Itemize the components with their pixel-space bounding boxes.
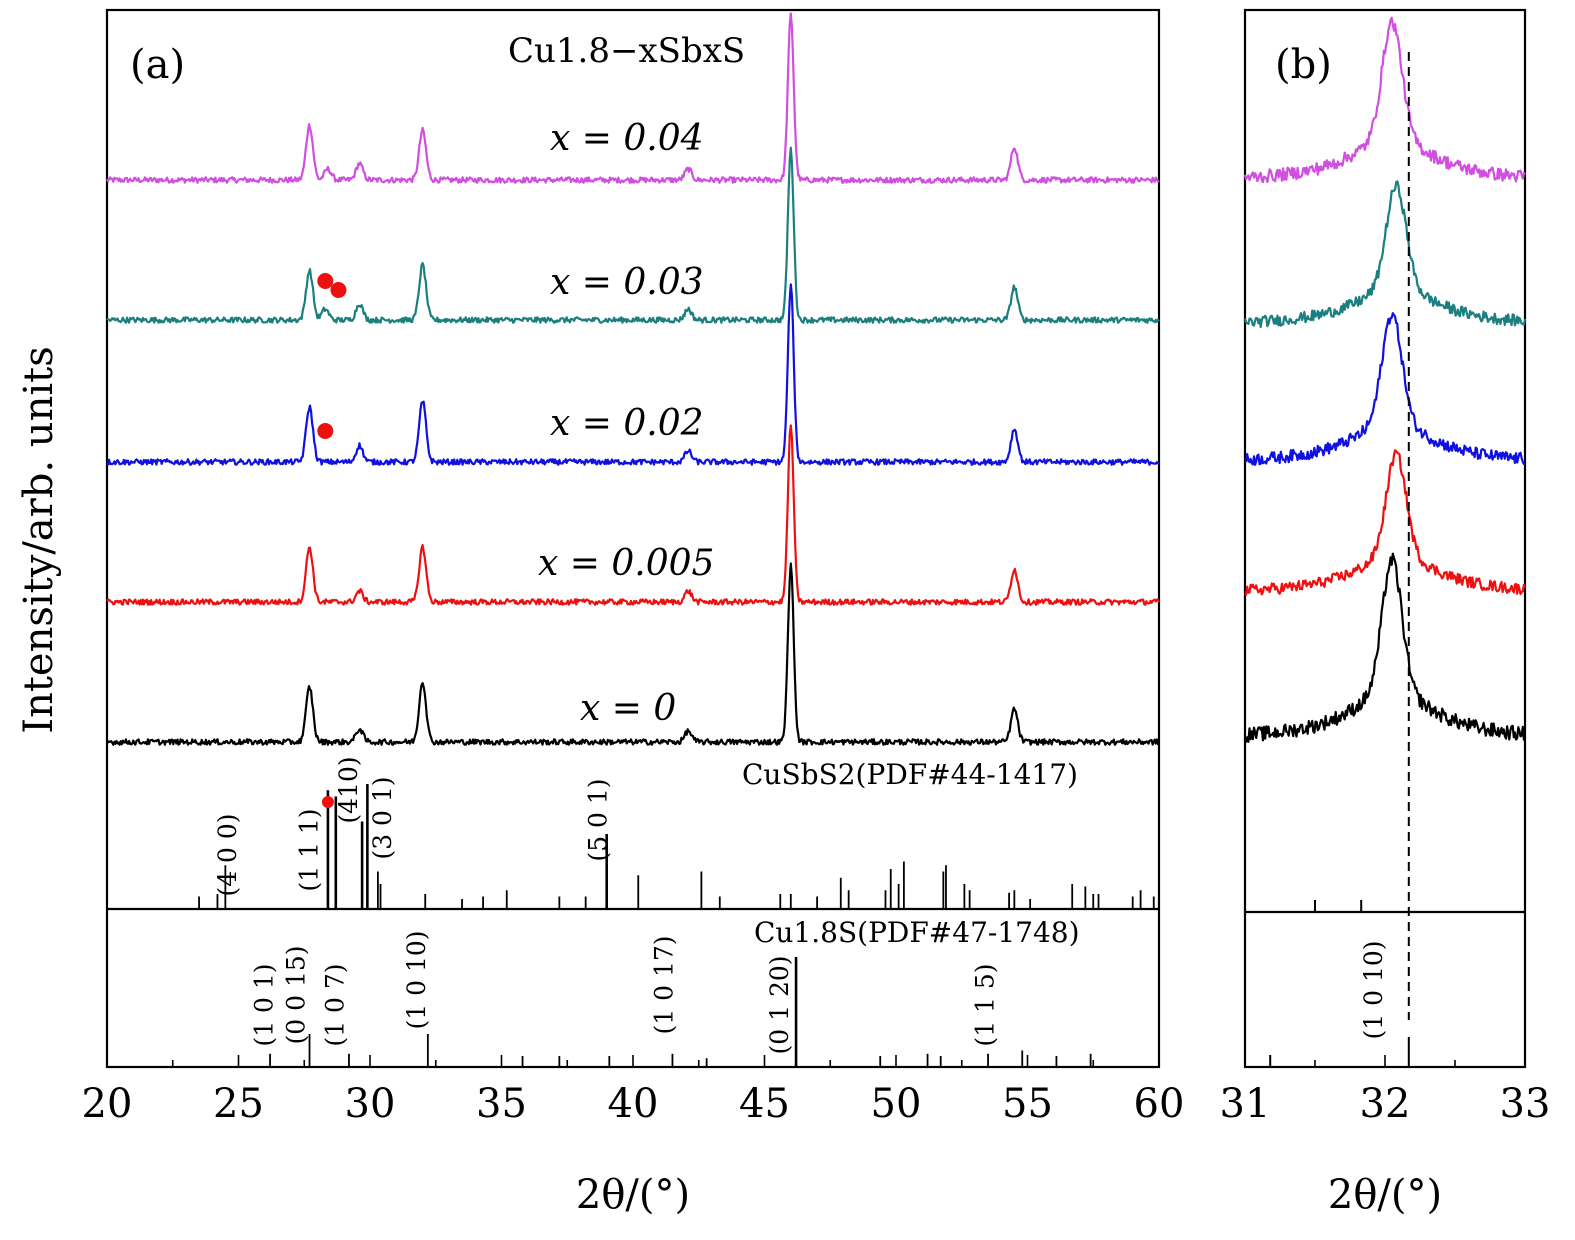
hkl-label-cu18s: (0 1 20): [765, 955, 794, 1054]
hkl-label-cusbs2: (3 0 1): [368, 776, 397, 859]
x-tick-label-40: 40: [608, 1081, 659, 1127]
impurity-marker: [317, 423, 334, 439]
x-tick-label-20: 20: [82, 1081, 133, 1127]
curve-b-4: [1243, 552, 1526, 743]
panel-a-reference-sticks: [198, 784, 1155, 1067]
hkl-label-cu18s: (1 0 10): [402, 930, 431, 1029]
hkl-label-cu18s: (0 0 15): [281, 945, 310, 1044]
impurity-markers: [317, 273, 347, 808]
curve-b-0: [1243, 16, 1526, 184]
series-label-4: x = 0: [580, 688, 676, 729]
curve-b-1: [1243, 180, 1527, 329]
x-tick-b-label-33: 33: [1500, 1081, 1551, 1127]
curve-a-1: [106, 146, 1160, 324]
panel-b-x-ticks: 31 32 33: [1220, 1055, 1551, 1127]
panel-b-curves: [1243, 16, 1527, 743]
impurity-marker: [321, 796, 334, 808]
x-tick-label-50: 50: [871, 1081, 922, 1127]
y-axis-title: Intensity/arb. units: [16, 346, 62, 733]
x-tick-label-25: 25: [213, 1081, 264, 1127]
curve-a-3: [106, 424, 1161, 606]
series-labels: x = 0.04 x = 0.03 x = 0.02 x = 0.005 x = 0: [538, 118, 714, 729]
panel-b-label: (b): [1275, 42, 1332, 88]
hkl-label-cu18s: (1 0 17): [649, 935, 678, 1034]
hkl-label-cu18s: (1 0 1): [250, 963, 279, 1046]
hkl-labels: (4 0 0) (1 1 1) (410) (3 0 1) (5 0 1) (1 0 1)…: [213, 756, 1388, 1054]
x-tick-label-60: 60: [1134, 1081, 1185, 1127]
series-label-0: x = 0.04: [550, 118, 704, 159]
curve-a-4: [106, 562, 1160, 746]
x-axis-title-b: 2θ/(°): [1328, 1172, 1442, 1218]
cusbs2-ref-title: CuSbS2(PDF#44-1417): [742, 758, 1078, 791]
x-tick-label-35: 35: [476, 1081, 527, 1127]
panel-a-label: (a): [130, 42, 185, 88]
compound-label: Cu1.8−xSbxS: [508, 31, 745, 71]
curve-a-2: [106, 283, 1160, 466]
panel-a-x-ticks: 20 25 30 35 40 45 50 55 60: [82, 1055, 1185, 1127]
cu18s-ref-title: Cu1.8S(PDF#47-1748): [754, 916, 1080, 949]
x-tick-label-30: 30: [345, 1081, 396, 1127]
curve-b-3: [1244, 449, 1527, 596]
curve-a-0: [106, 12, 1160, 184]
hkl-label-cu18s: (1 0 7): [321, 963, 350, 1046]
x-tick-label-55: 55: [1002, 1081, 1053, 1127]
panel-b-reference-sticks: [1269, 900, 1410, 1067]
curve-b-2: [1244, 312, 1526, 466]
impurity-marker: [317, 273, 334, 289]
x-tick-label-45: 45: [739, 1081, 790, 1127]
hkl-label-cusbs2: (410): [334, 756, 363, 823]
hkl-label-cu18s: (1 1 5): [970, 963, 999, 1046]
series-label-1: x = 0.03: [550, 262, 704, 303]
series-label-3: x = 0.005: [538, 543, 714, 584]
series-label-2: x = 0.02: [550, 403, 704, 444]
hkl-label-cusbs2: (4 0 0): [213, 813, 242, 896]
hkl-label-cusbs2: (1 1 1): [294, 808, 323, 891]
hkl-label-cusbs2: (5 0 1): [584, 778, 613, 861]
impurity-marker: [330, 282, 347, 298]
panel-a-curves: [106, 12, 1161, 746]
x-tick-b-label-32: 32: [1360, 1081, 1411, 1127]
x-tick-b-label-31: 31: [1220, 1081, 1271, 1127]
hkl-label-panel-b: (1 0 10): [1359, 940, 1388, 1039]
x-axis-title-a: 2θ/(°): [576, 1172, 690, 1218]
